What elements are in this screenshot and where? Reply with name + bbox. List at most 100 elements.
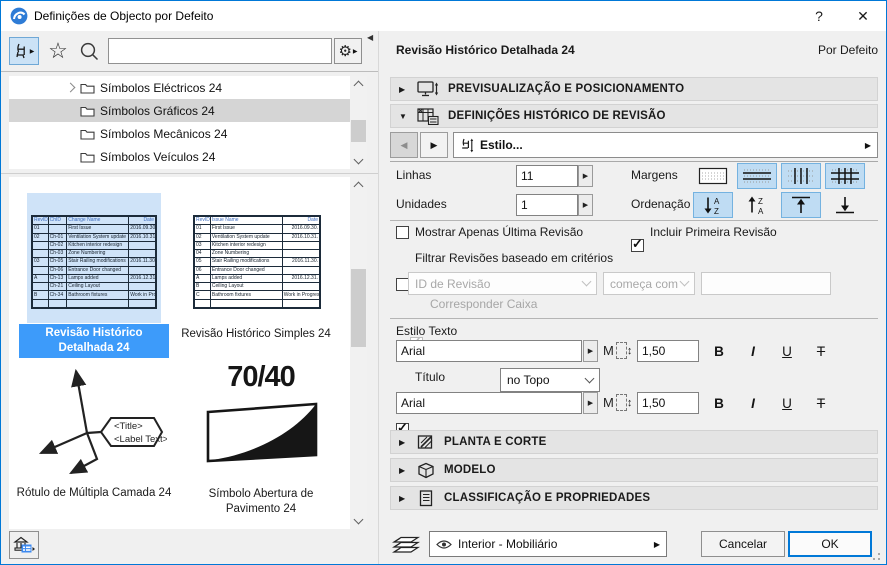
tree-item-simbolos-veiculos[interactable]: Símbolos Veículos 24 [9, 145, 350, 168]
thumbnail-preview-opening[interactable] [203, 399, 321, 469]
section-title: PREVISUALIZAÇÃO E POSICIONAMENTO [448, 83, 685, 95]
previous-style-button[interactable]: ◀ [390, 132, 418, 158]
margin-horizontal-toggle[interactable] [737, 163, 777, 189]
font-stepper-2[interactable]: ▶ [583, 392, 598, 414]
align-bottom-toggle[interactable] [825, 192, 865, 218]
scrollbar-thumb[interactable] [351, 269, 366, 347]
strikethrough-button-1[interactable]: T [816, 343, 826, 359]
margin-vertical-icon [788, 168, 814, 184]
margin-grid-icon [831, 168, 859, 184]
panel-divider[interactable] [378, 31, 379, 564]
thumbnail-label-simple[interactable]: Revisão Histórico Simples 24 [181, 328, 331, 340]
cancel-button[interactable]: Cancelar [701, 531, 785, 557]
section-title: PLANTA E CORTE [444, 436, 547, 448]
section-plan-section[interactable]: ▶ PLANTA E CORTE [390, 430, 878, 454]
margins-label: Margens [631, 168, 678, 182]
tree-item-simbolos-mecanicos[interactable]: Símbolos Mecânicos 24 [9, 122, 350, 145]
scroll-down-icon[interactable] [350, 154, 367, 169]
italic-button-2[interactable]: I [751, 395, 755, 411]
lines-stepper[interactable]: ▶ [578, 165, 593, 187]
titlebar: Definições de Objecto por Defeito ? ✕ [1, 1, 886, 31]
include-first-revision-checkbox[interactable] [631, 236, 644, 252]
thumbnail-preview-simple[interactable]: RevID Issue Name Date 01 First Issue 2016.09.… [189, 193, 323, 323]
linked-libraries-button[interactable] [9, 531, 39, 559]
layer-select[interactable]: Interior - Mobiliário ▶ [429, 531, 667, 557]
thumbnail-scrollbar[interactable] [350, 177, 367, 529]
section-model[interactable]: ▶ MODELO [390, 458, 878, 482]
search-icon[interactable] [79, 41, 100, 62]
font-input-1[interactable] [396, 340, 582, 362]
divider [1, 71, 378, 72]
lines-input[interactable] [516, 165, 578, 187]
thumbnail-preview-label-symbol[interactable]: <Title> <Label Text> [27, 361, 167, 481]
collapsed-arrow-icon: ▶ [399, 84, 406, 94]
thumbnail-label-label-symbol[interactable]: Rótulo de Múltipla Camada 24 [16, 487, 172, 499]
tree-item-simbolos-electricos[interactable]: Símbolos Eléctricos 24 [9, 76, 350, 99]
object-type-button[interactable]: ▶ [9, 37, 39, 65]
chair-icon [16, 43, 25, 59]
scroll-up-icon[interactable] [350, 76, 367, 91]
expanded-arrow-icon: ▼ [399, 111, 407, 121]
thumbnail-label-detailed[interactable]: Revisão Histórico Detalhada 24 [19, 324, 169, 358]
margin-vertical-toggle[interactable] [781, 163, 821, 189]
tree-scrollbar[interactable] [350, 76, 367, 169]
preview-monitor-icon [417, 81, 439, 97]
search-input[interactable] [108, 38, 332, 64]
chevron-down-icon [584, 373, 595, 383]
chair-height-icon [462, 138, 474, 152]
strikethrough-button-2[interactable]: T [816, 395, 826, 411]
align-top-icon [792, 196, 810, 213]
collapse-panel-icon[interactable]: ◀ [367, 33, 374, 42]
margin-none-icon [698, 167, 728, 185]
selected-object-title: Revisão Histórico Detalhada 24 [396, 43, 575, 57]
app-logo-icon [10, 7, 28, 25]
section-preview-positioning[interactable]: ▶ PREVISUALIZAÇÃO E POSICIONAMENTO [390, 77, 878, 101]
expander-icon[interactable] [65, 82, 75, 93]
sort-za-icon: Z A [748, 196, 764, 215]
favorites-star-icon[interactable]: ☆ [48, 38, 68, 63]
text-size-input-1[interactable] [637, 340, 699, 362]
scrollbar-thumb[interactable] [351, 120, 366, 142]
folder-tree: Símbolos Eléctricos 24 Símbolos Gráficos… [9, 76, 350, 169]
help-button[interactable]: ? [815, 8, 823, 24]
close-button[interactable]: ✕ [857, 8, 869, 24]
collapsed-arrow-icon: ▶ [399, 493, 406, 503]
sort-ascending-toggle[interactable]: A Z [693, 192, 733, 218]
filter-value-input [701, 272, 831, 295]
ok-button[interactable]: OK [788, 531, 872, 557]
underline-button-1[interactable]: U [782, 343, 792, 359]
italic-button-1[interactable]: I [751, 343, 755, 359]
show-last-revision-checkbox[interactable] [396, 226, 409, 239]
section-classification[interactable]: ▶ CLASSIFICAÇÃO E PROPRIEDADES [390, 486, 878, 510]
resize-grip[interactable] [870, 550, 882, 562]
units-input[interactable] [516, 194, 578, 216]
flyout-arrow-icon: ▶ [29, 48, 35, 55]
scroll-down-icon[interactable] [350, 514, 367, 529]
align-top-toggle[interactable] [781, 192, 821, 218]
style-picker[interactable]: Estilo... ▶ [453, 132, 878, 158]
thumbnail-preview-detailed[interactable]: RevID ChID Change Name Date 01 First Issue 201… [27, 193, 161, 323]
scroll-up-icon[interactable] [350, 177, 367, 192]
bold-button-1[interactable]: B [714, 343, 724, 359]
divider [390, 161, 878, 162]
margin-grid-toggle[interactable] [825, 163, 865, 189]
underline-button-2[interactable]: U [782, 395, 792, 411]
settings-flyout-button[interactable]: ⚙ ▶ [334, 38, 362, 64]
title-position-select[interactable]: no Topo [500, 368, 600, 392]
order-label: Ordenação [631, 197, 691, 211]
include-first-revision-label: Incluir Primeira Revisão [650, 225, 777, 239]
thumbnail-label-opening[interactable]: Símbolo Abertura de Pavimento 24 [208, 488, 314, 515]
sort-az-icon: A Z [704, 197, 720, 215]
font-input-2[interactable] [396, 392, 582, 414]
sort-descending-toggle[interactable]: Z A [737, 192, 777, 218]
section-revision-history[interactable]: ▼ DEFINIÇÕES HISTÓRICO DE REVISÃO [390, 104, 878, 128]
next-style-button[interactable]: ▶ [420, 132, 448, 158]
units-stepper[interactable]: ▶ [578, 194, 593, 216]
text-size-input-2[interactable] [637, 392, 699, 414]
font-stepper-1[interactable]: ▶ [583, 340, 598, 362]
margin-none-toggle[interactable] [693, 163, 733, 189]
bold-button-2[interactable]: B [714, 395, 724, 411]
opening-symbol-value[interactable]: 70/40 [227, 361, 296, 393]
tree-item-simbolos-graficos[interactable]: Símbolos Gráficos 24 [9, 99, 350, 122]
